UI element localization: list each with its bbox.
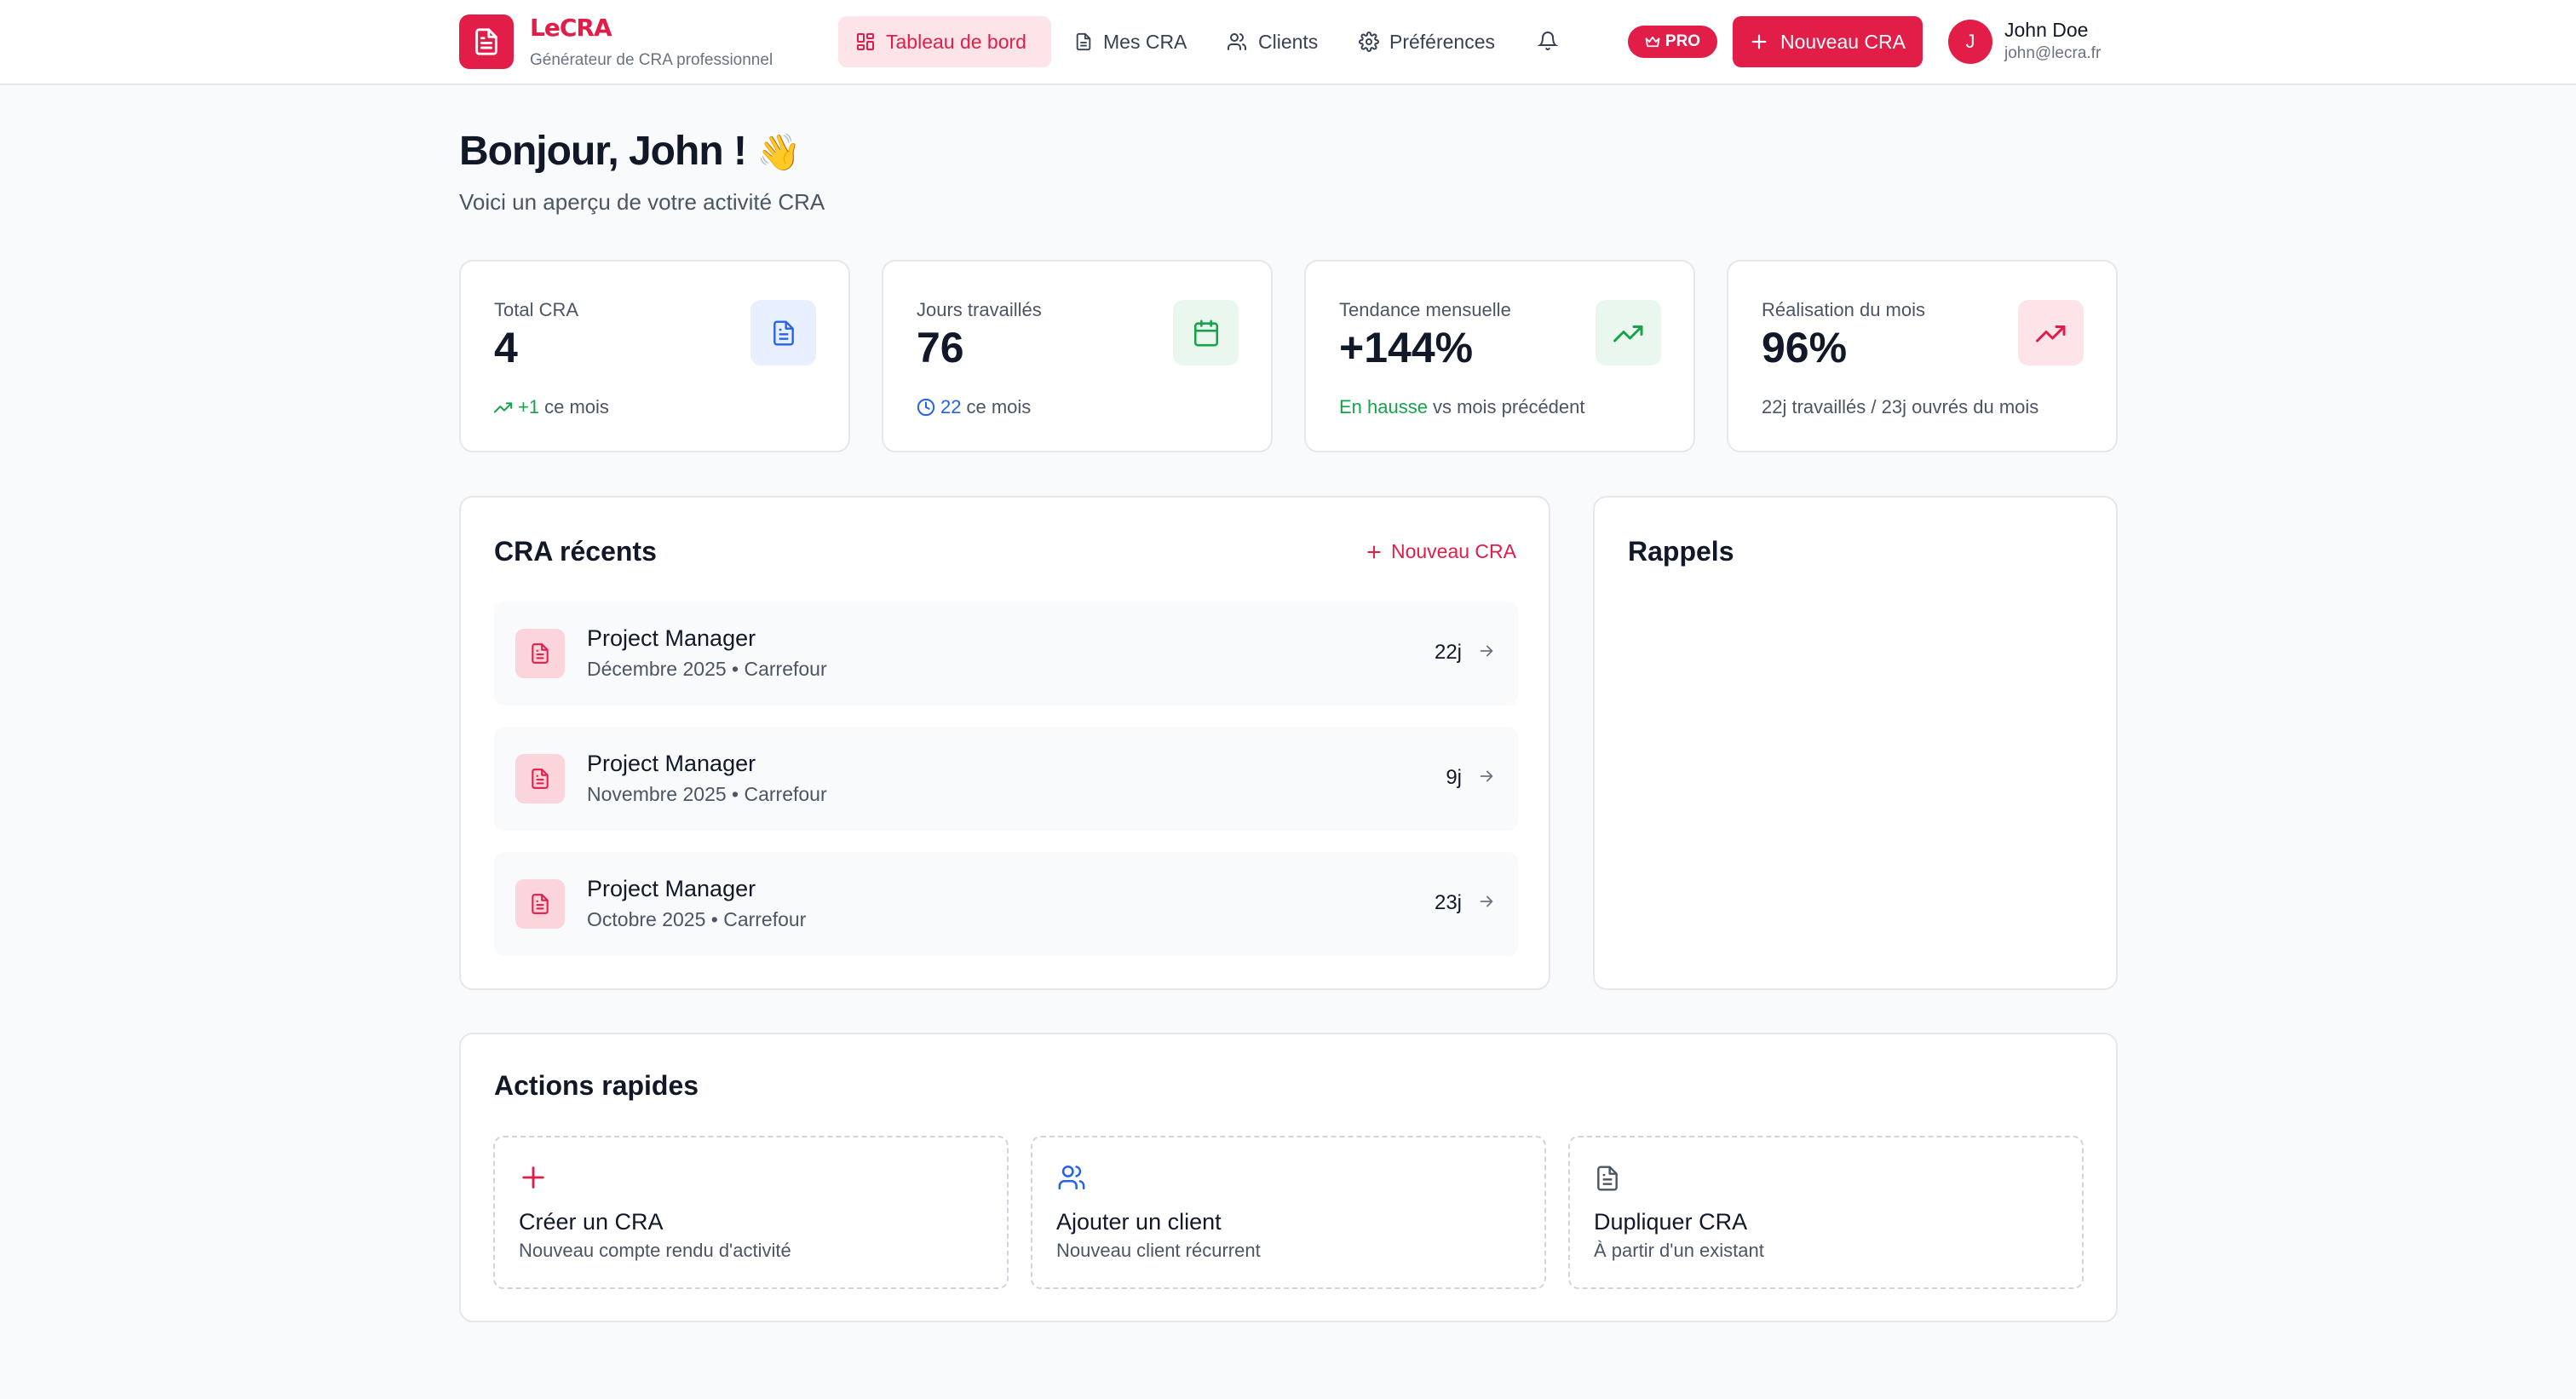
trending-up-icon (2018, 300, 2084, 366)
logo-icon[interactable] (459, 14, 514, 69)
stat-foot-text: ce mois (544, 396, 609, 417)
nav-item-label: Préférences (1389, 30, 1496, 53)
plus-icon (1750, 32, 1768, 51)
cra-subtitle: Décembre 2025 • Carrefour (587, 658, 827, 680)
trending-up-icon (494, 400, 513, 414)
stat-value: 96% (1762, 324, 1848, 371)
action-title: Dupliquer CRA (1594, 1209, 1748, 1235)
gear-icon (1359, 32, 1379, 52)
new-cra-button[interactable]: Nouveau CRA (1733, 16, 1923, 67)
cra-title: Project Manager (587, 751, 756, 776)
quick-action-duplicate-cra[interactable]: Dupliquer CRA À partir d'un existant (1568, 1136, 2084, 1289)
grid-icon (855, 32, 876, 52)
quick-actions-title: Actions rapides (494, 1070, 699, 1101)
cra-list-item[interactable]: Project Manager Novembre 2025 • Carrefou… (494, 727, 1518, 831)
stat-foot-text: ce mois (966, 396, 1032, 417)
nav-item-mes-cra[interactable]: Mes CRA (1057, 16, 1204, 67)
quick-action-add-client[interactable]: Ajouter un client Nouveau client récurre… (1031, 1136, 1546, 1289)
reminders-panel: Rappels (1593, 496, 2118, 990)
document-icon (750, 300, 816, 366)
stat-foot-text: 22j travaillés / 23j ouvrés du mois (1762, 396, 2039, 417)
quick-action-create-cra[interactable]: Créer un CRA Nouveau compte rendu d'acti… (493, 1136, 1009, 1289)
plus-icon (519, 1163, 548, 1192)
pro-badge: PRO (1628, 26, 1717, 58)
action-subtitle: Nouveau client récurrent (1056, 1240, 1261, 1261)
reminders-title: Rappels (1628, 536, 1734, 567)
action-title: Créer un CRA (519, 1209, 664, 1235)
nav-item-dashboard[interactable]: Tableau de bord (838, 16, 1051, 67)
stat-label: Jours travaillés (917, 299, 1042, 320)
cra-title: Project Manager (587, 876, 756, 901)
cra-list-item[interactable]: Project Manager Décembre 2025 • Carrefou… (494, 602, 1518, 705)
action-subtitle: Nouveau compte rendu d'activité (519, 1240, 791, 1261)
document-icon (515, 754, 565, 803)
stat-value: +144% (1339, 324, 1474, 371)
top-navigation-bar: LeCRA Générateur de CRA professionnel Ta… (0, 0, 2576, 85)
stat-foot: +1 ce mois (494, 396, 609, 418)
cra-days: 23j (1434, 891, 1462, 914)
cra-subtitle: Octobre 2025 • Carrefour (587, 908, 807, 930)
page-title: Bonjour, John ! 👋 (459, 128, 802, 175)
user-name[interactable]: John Doe (2004, 19, 2089, 41)
recent-new-cra-label: Nouveau CRA (1390, 540, 1516, 562)
action-subtitle: À partir d'un existant (1594, 1240, 1764, 1261)
stat-foot: 22j travaillés / 23j ouvrés du mois (1762, 396, 2038, 418)
stat-foot: 22 ce mois (917, 396, 1031, 418)
page-subtitle: Voici un aperçu de votre activité CRA (459, 189, 825, 215)
recent-cra-title: CRA récents (494, 536, 657, 567)
greeting-text: Bonjour, John ! (459, 129, 747, 174)
document-icon (515, 879, 565, 929)
cra-list-item[interactable]: Project Manager Octobre 2025 • Carrefour… (494, 852, 1518, 956)
users-icon (1226, 32, 1248, 52)
stat-foot: En hausse vs mois précédent (1339, 396, 1585, 418)
stat-value: 76 (917, 324, 964, 371)
cra-subtitle: Novembre 2025 • Carrefour (587, 783, 827, 805)
cra-days: 22j (1434, 641, 1462, 664)
trending-up-icon (1596, 300, 1661, 366)
document-icon (1074, 32, 1093, 52)
stat-foot-highlight: 22 (940, 396, 962, 417)
users-icon (1056, 1163, 1087, 1192)
stat-foot-text: vs mois précédent (1432, 396, 1585, 417)
arrow-right-icon (1477, 642, 1496, 660)
new-cra-label: Nouveau CRA (1780, 30, 1906, 53)
nav-item-clients[interactable]: Clients (1209, 16, 1335, 67)
brand-name[interactable]: LeCRA (530, 14, 612, 42)
stat-foot-highlight: +1 (518, 396, 540, 417)
stat-card-monthly-trend: Tendance mensuelle +144% En hausse vs mo… (1304, 260, 1695, 452)
brand-tagline: Générateur de CRA professionnel (530, 51, 773, 69)
stat-card-total-cra: Total CRA 4 +1 ce mois (459, 260, 850, 452)
nav-item-label: Tableau de bord (886, 30, 1026, 53)
recent-new-cra-link[interactable]: Nouveau CRA (1366, 540, 1516, 563)
recent-cra-panel: CRA récents Nouveau CRA Project Manager … (459, 496, 1550, 990)
arrow-right-icon (1477, 892, 1496, 911)
arrow-right-icon (1477, 767, 1496, 786)
stat-foot-highlight: En hausse (1339, 396, 1428, 417)
stat-card-days-worked: Jours travaillés 76 22 ce mois (882, 260, 1273, 452)
plus-icon (1366, 544, 1383, 561)
document-icon (515, 629, 565, 678)
clock-icon (917, 398, 935, 417)
waving-hand-emoji: 👋 (756, 132, 801, 172)
nav-item-preferences[interactable]: Préférences (1342, 16, 1512, 67)
stat-label: Tendance mensuelle (1339, 299, 1511, 320)
stat-card-monthly-completion: Réalisation du mois 96% 22j travaillés /… (1727, 260, 2118, 452)
nav-item-label: Clients (1258, 30, 1319, 53)
stat-label: Réalisation du mois (1762, 299, 1925, 320)
pro-badge-label: PRO (1665, 32, 1701, 50)
cra-title: Project Manager (587, 625, 756, 651)
calendar-icon (1173, 300, 1239, 366)
crown-icon (1645, 35, 1660, 49)
stat-value: 4 (494, 324, 518, 371)
avatar[interactable]: J (1948, 20, 1992, 64)
cra-days: 9j (1446, 766, 1462, 789)
bell-icon[interactable] (1536, 26, 1560, 56)
stat-label: Total CRA (494, 299, 579, 320)
user-email: john@lecra.fr (2004, 44, 2102, 62)
action-title: Ajouter un client (1056, 1209, 1222, 1235)
nav-item-label: Mes CRA (1103, 30, 1187, 53)
document-icon (1594, 1163, 1621, 1194)
